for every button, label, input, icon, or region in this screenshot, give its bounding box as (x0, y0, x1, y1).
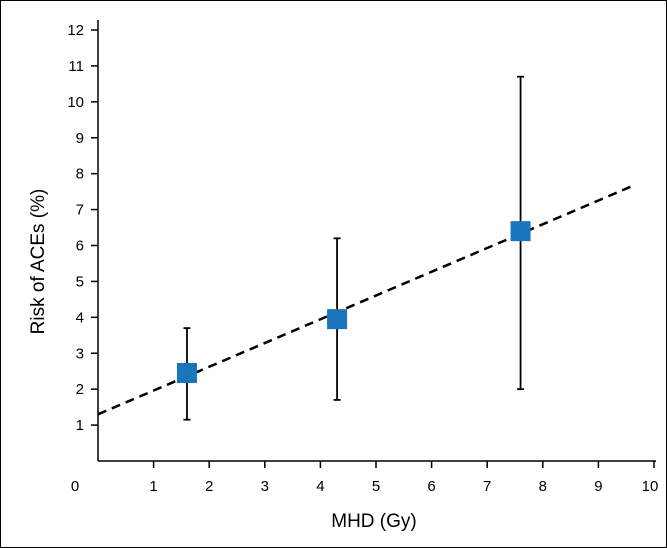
y-tick-label: 5 (76, 273, 84, 290)
x-tick-label: 3 (261, 478, 269, 495)
data-point-marker (510, 221, 531, 242)
y-tick-label: 6 (76, 238, 84, 255)
y-tick-label: 8 (76, 166, 84, 183)
x-tick-label: 0 (71, 478, 79, 495)
x-tick-label: 1 (149, 478, 157, 495)
y-tick-label: 12 (67, 22, 84, 39)
y-tick-label: 11 (68, 58, 84, 75)
y-tick-label: 4 (76, 309, 84, 326)
x-tick-label: 2 (205, 478, 213, 495)
y-tick-label: 7 (76, 202, 84, 219)
x-tick-label: 4 (316, 478, 324, 495)
x-axis-title: MHD (Gy) (331, 511, 416, 532)
x-tick-label: 6 (427, 478, 435, 495)
data-markers (176, 221, 531, 384)
x-tick-label: 7 (483, 478, 491, 495)
y-tick-label: 1 (76, 417, 84, 434)
y-tick-label: 10 (67, 94, 84, 111)
x-tick-label: 5 (372, 478, 380, 495)
x-tick-label: 10 (642, 478, 659, 495)
y-axis-title: Risk of ACEs (%) (28, 189, 49, 335)
y-tick-label: 2 (76, 381, 84, 398)
y-tick-label: 3 (76, 345, 84, 362)
data-point-marker (327, 309, 348, 330)
y-tick-label: 9 (76, 130, 84, 147)
data-point-marker (176, 363, 197, 384)
x-tick-label: 9 (594, 478, 602, 495)
x-tick-label: 8 (539, 478, 547, 495)
